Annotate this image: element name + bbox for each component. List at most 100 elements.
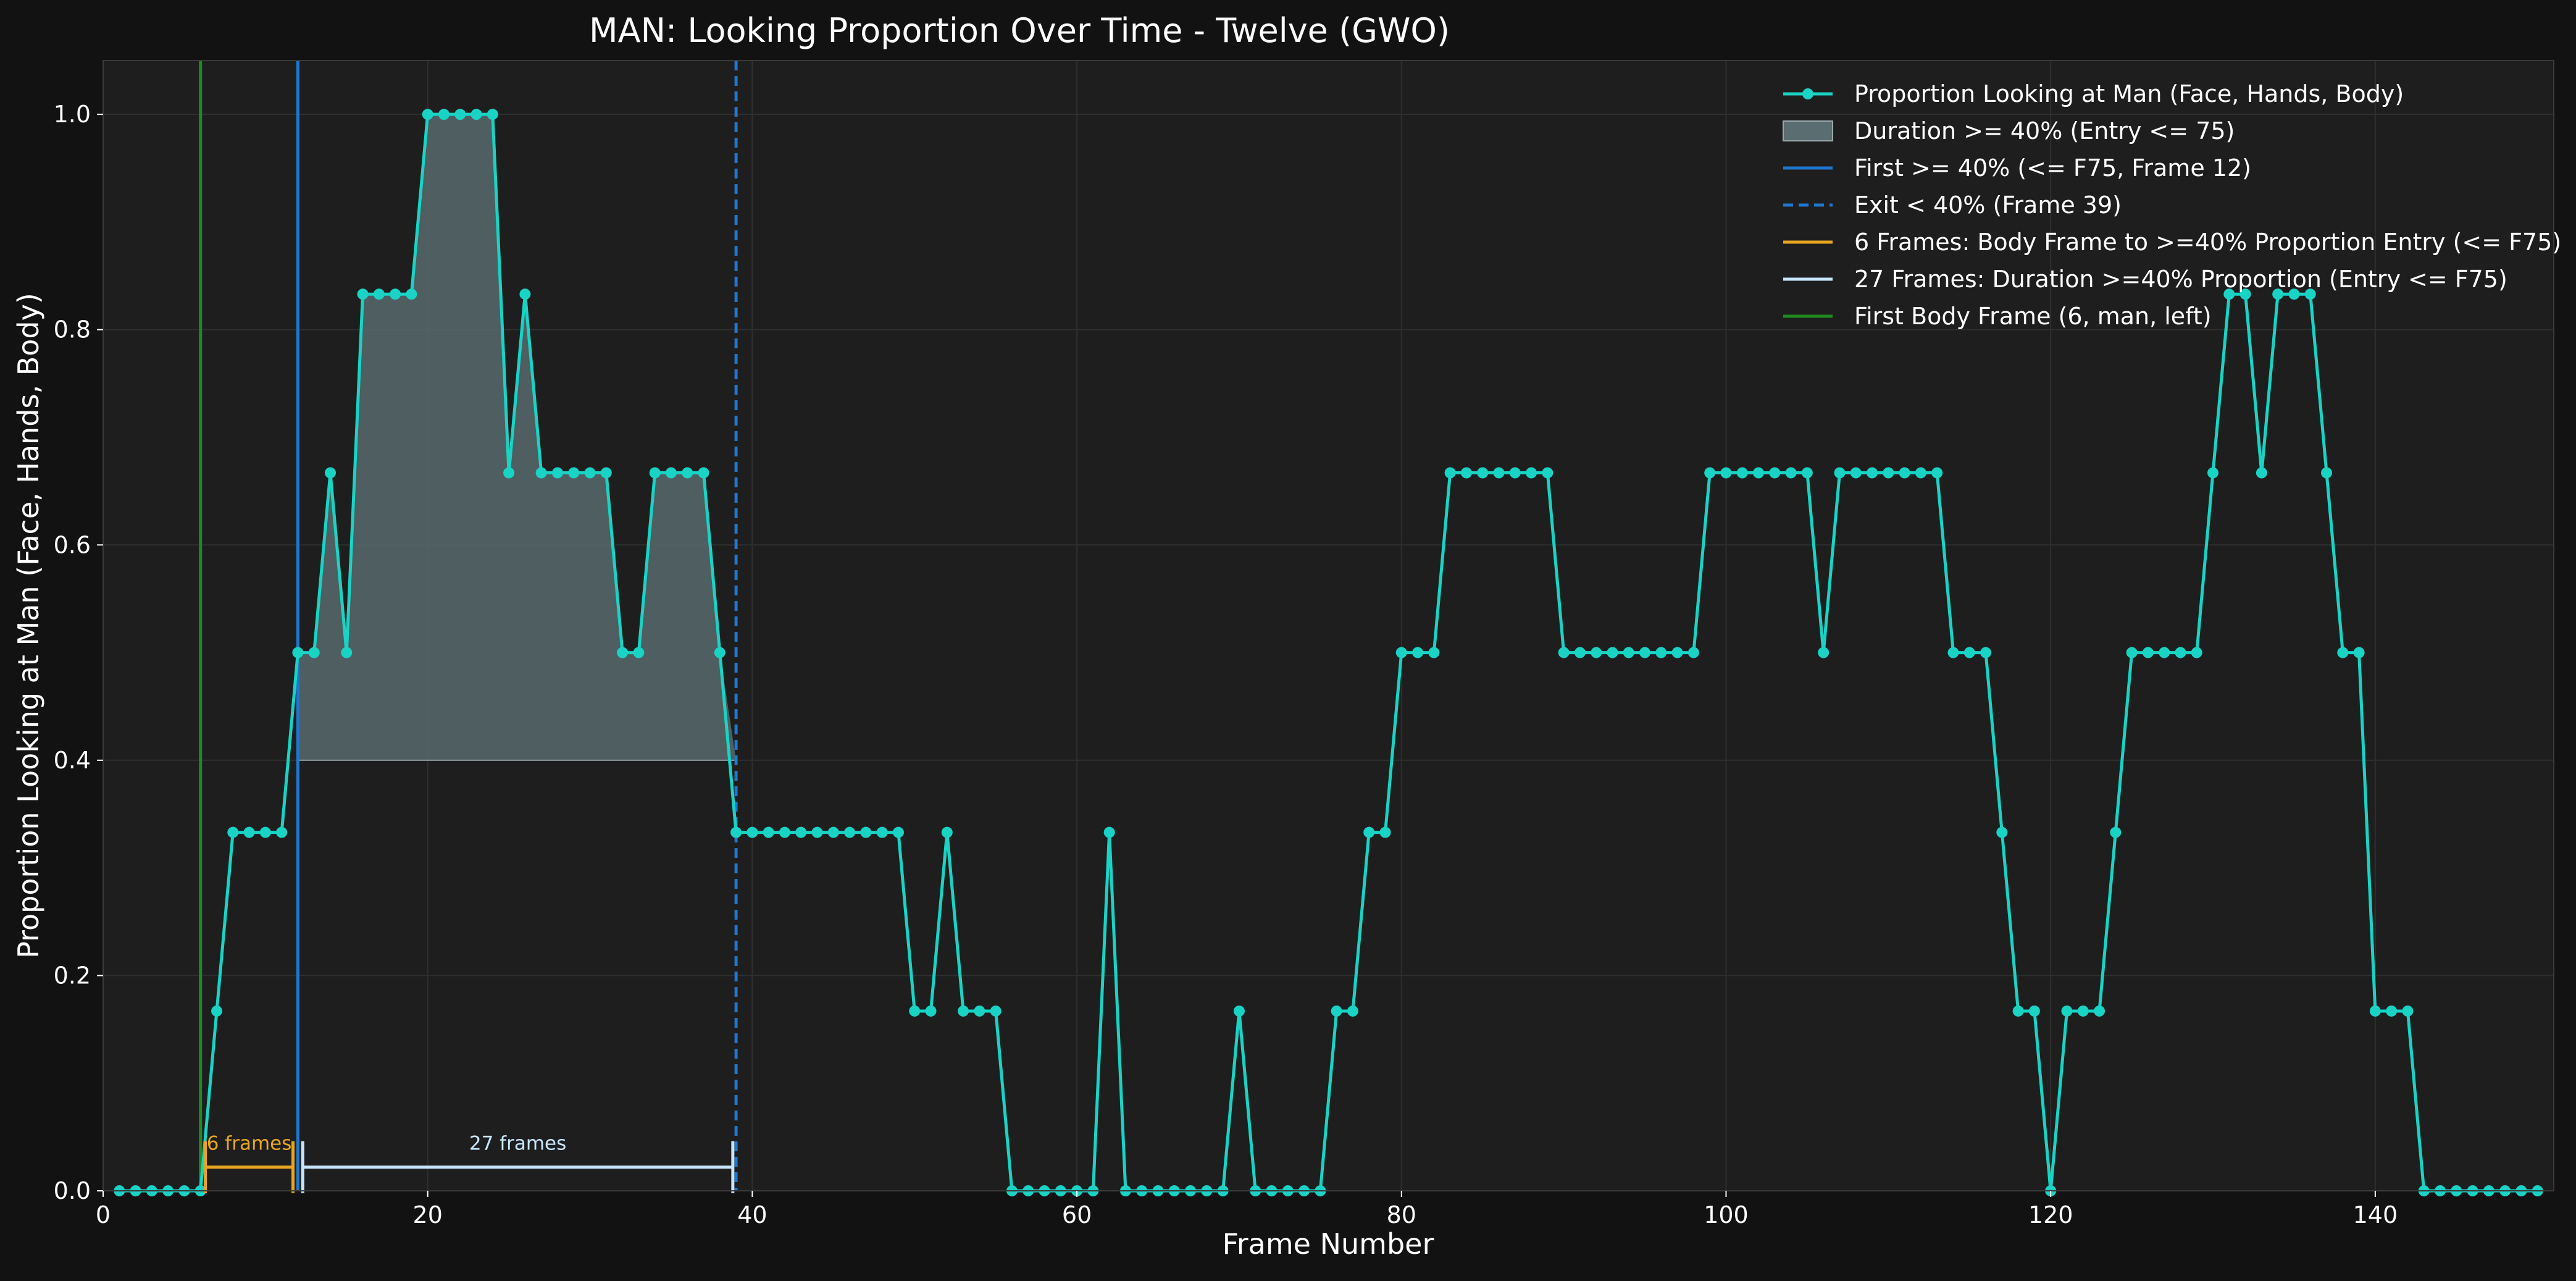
data-point (1785, 467, 1797, 479)
data-point (503, 467, 515, 479)
data-point (2159, 647, 2170, 658)
data-point (470, 109, 482, 120)
data-point (617, 647, 629, 658)
data-point (1428, 647, 1440, 658)
data-point (373, 288, 385, 300)
y-tick-label: 0.6 (54, 531, 91, 558)
data-point (1996, 826, 2008, 838)
axes-frame (102, 60, 2554, 1191)
data-point (584, 467, 596, 479)
data-point (2012, 1005, 2024, 1017)
x-axis-label: Frame Number (1223, 1227, 1434, 1261)
data-point (2239, 288, 2251, 300)
data-point (1558, 647, 1570, 658)
data-point (357, 288, 369, 300)
data-point (2126, 647, 2138, 658)
legend-label: First >= 40% (<= F75, Frame 12) (1854, 154, 2251, 182)
axes: 0 20 40 60 80 100 120 140 0.0 0.2 0.4 0.6 0.8 1.0 (54, 60, 2554, 1228)
data-point (2386, 1005, 2398, 1017)
shaded-region-fill (298, 114, 737, 760)
y-axis-label: Proportion Looking at Man (Face, Hands, … (12, 293, 45, 959)
data-point (698, 467, 709, 479)
data-point (1704, 467, 1716, 479)
data-point (1395, 647, 1407, 658)
data-point (2142, 647, 2154, 658)
data-point (1591, 647, 1602, 658)
data-point (2304, 288, 2316, 300)
data-point (2207, 467, 2219, 479)
x-tick-label: 100 (1704, 1201, 1749, 1228)
data-point (1493, 467, 1505, 479)
data-point (665, 467, 677, 479)
y-tick-label: 0.0 (54, 1177, 91, 1204)
y-tick-label: 0.4 (54, 747, 91, 774)
data-point (2353, 647, 2365, 658)
data-point (1931, 467, 1943, 479)
data-point (682, 467, 693, 479)
data-point (2369, 1005, 2381, 1017)
data-point (779, 826, 790, 838)
data-point (892, 826, 904, 838)
data-point (827, 826, 839, 838)
y-tick-label: 0.8 (54, 316, 91, 343)
data-point (1574, 647, 1586, 658)
data-point (1801, 467, 1813, 479)
data-point (1331, 1005, 1342, 1017)
legend-label: 27 Frames: Duration >=40% Proportion (En… (1854, 266, 2507, 293)
data-point (1379, 826, 1391, 838)
data-point (844, 826, 856, 838)
data-point (2094, 1005, 2106, 1017)
vertical-lines (199, 61, 738, 1191)
x-tick-label: 140 (2353, 1201, 2398, 1228)
data-point (649, 467, 661, 479)
data-point (925, 1005, 937, 1017)
data-point (1980, 647, 1992, 658)
data-point (1347, 1005, 1358, 1017)
x-tick-label: 0 (96, 1201, 111, 1228)
data-point (1477, 467, 1489, 479)
legend-label: 6 Frames: Body Frame to >=40% Proportion… (1854, 229, 2561, 256)
data-point (2110, 826, 2122, 838)
data-point (535, 467, 547, 479)
data-point (1542, 467, 1554, 479)
data-point (2175, 647, 2186, 658)
data-point (2272, 288, 2284, 300)
data-point (730, 826, 742, 838)
data-point (600, 467, 612, 479)
data-point (941, 826, 953, 838)
data-point (1963, 647, 1975, 658)
data-point (1753, 467, 1765, 479)
data-point (2077, 1005, 2089, 1017)
data-point (958, 1005, 969, 1017)
annotations: 6 frames 27 frames (204, 1133, 735, 1193)
data-point (1687, 647, 1699, 658)
data-point (2321, 467, 2333, 479)
data-point (2223, 288, 2235, 300)
chart-title: MAN: Looking Proportion Over Time - Twel… (589, 11, 1450, 50)
data-point (519, 288, 531, 300)
data-point (1412, 647, 1424, 658)
data-point (1671, 647, 1683, 658)
data-point (1720, 467, 1732, 479)
data-point (2288, 288, 2300, 300)
data-point (876, 826, 888, 838)
data-point (1363, 826, 1375, 838)
data-point (2402, 1005, 2414, 1017)
data-point (292, 647, 304, 658)
data-point (406, 288, 417, 300)
x-tick-label: 120 (2028, 1201, 2073, 1228)
data-point (390, 288, 401, 300)
data-point (1834, 467, 1846, 479)
data-point (1444, 467, 1456, 479)
x-tick-label: 80 (1387, 1201, 1416, 1228)
legend-label: Duration >= 40% (Entry <= 75) (1854, 117, 2235, 145)
data-point (1883, 467, 1894, 479)
legend-label: Proportion Looking at Man (Face, Hands, … (1854, 80, 2404, 107)
data-point (1607, 647, 1618, 658)
data-point (454, 109, 466, 120)
data-point (633, 647, 645, 658)
data-point (1818, 647, 1830, 658)
data-point (1915, 467, 1926, 479)
data-point (1639, 647, 1651, 658)
